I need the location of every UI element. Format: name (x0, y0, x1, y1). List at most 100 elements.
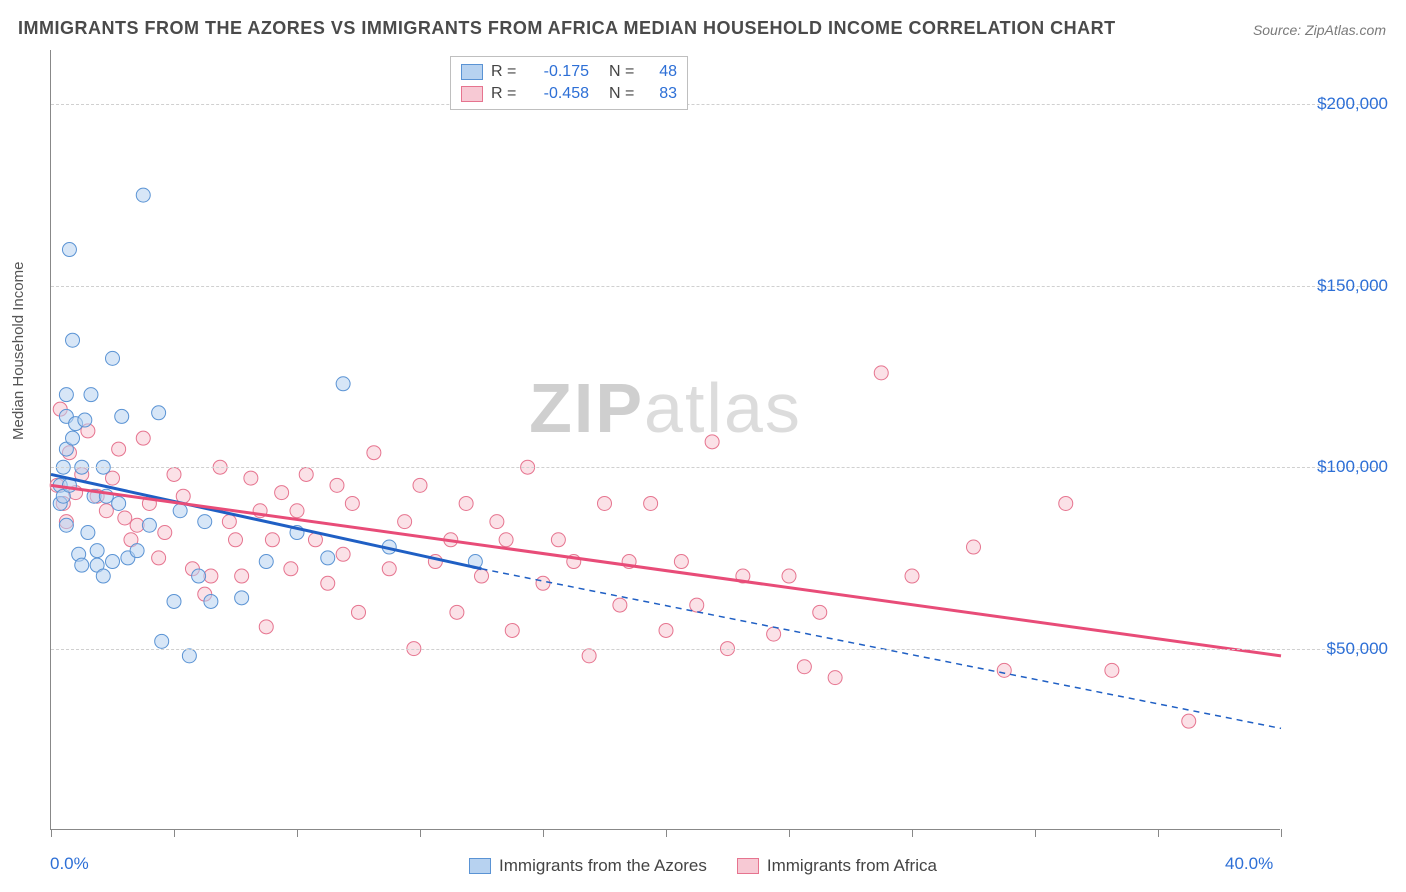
data-point (142, 518, 156, 532)
data-point (644, 496, 658, 510)
x-tick (1035, 829, 1036, 837)
chart-title: IMMIGRANTS FROM THE AZORES VS IMMIGRANTS… (18, 18, 1116, 39)
data-point (81, 526, 95, 540)
n-value: 83 (647, 85, 677, 103)
x-tick (666, 829, 667, 837)
data-point (78, 413, 92, 427)
legend-label: Immigrants from Africa (767, 856, 937, 876)
data-point (155, 634, 169, 648)
data-point (152, 551, 166, 565)
correlation-legend: R =-0.175N =48R =-0.458N =83 (450, 56, 688, 110)
data-point (352, 605, 366, 619)
data-point (813, 605, 827, 619)
data-point (136, 188, 150, 202)
x-tick (1158, 829, 1159, 837)
x-tick (174, 829, 175, 837)
data-point (284, 562, 298, 576)
data-point (674, 555, 688, 569)
r-label: R = (491, 85, 521, 103)
y-tick-label: $200,000 (1317, 94, 1388, 114)
data-point (96, 569, 110, 583)
data-point (367, 446, 381, 460)
legend-swatch (469, 858, 491, 874)
data-point (690, 598, 704, 612)
data-point (997, 663, 1011, 677)
data-point (797, 660, 811, 674)
data-point (136, 431, 150, 445)
r-value: -0.458 (529, 85, 589, 103)
data-point (450, 605, 464, 619)
x-tick-label: 40.0% (1225, 854, 1273, 874)
legend-stat-row: R =-0.175N =48 (461, 61, 677, 83)
x-tick (51, 829, 52, 837)
data-point (84, 388, 98, 402)
legend-stat-row: R = -0.458 N = 83 (461, 83, 677, 105)
data-point (158, 526, 172, 540)
source-attribution: Source: ZipAtlas.com (1253, 22, 1386, 38)
legend-item: Immigrants from Africa (737, 856, 937, 876)
data-point (259, 555, 273, 569)
data-point (505, 623, 519, 637)
data-point (99, 504, 113, 518)
data-point (192, 569, 206, 583)
correlation-chart: IMMIGRANTS FROM THE AZORES VS IMMIGRANTS… (0, 0, 1406, 892)
data-point (490, 515, 504, 529)
data-point (59, 518, 73, 532)
data-point (459, 496, 473, 510)
data-point (265, 533, 279, 547)
data-point (536, 576, 550, 590)
y-tick-label: $100,000 (1317, 457, 1388, 477)
n-label: N = (609, 85, 639, 103)
legend-item: Immigrants from the Azores (469, 856, 707, 876)
x-tick (789, 829, 790, 837)
gridline (51, 649, 1380, 650)
data-point (1059, 496, 1073, 510)
data-point (874, 366, 888, 380)
data-point (321, 576, 335, 590)
data-point (130, 544, 144, 558)
data-point (222, 515, 236, 529)
data-point (235, 569, 249, 583)
data-point (204, 594, 218, 608)
data-point (106, 555, 120, 569)
legend-swatch (461, 86, 483, 102)
n-value: 48 (647, 63, 677, 81)
data-point (167, 467, 181, 481)
data-point (112, 442, 126, 456)
data-point (275, 486, 289, 500)
data-point (905, 569, 919, 583)
data-point (582, 649, 596, 663)
data-point (115, 409, 129, 423)
data-point (229, 533, 243, 547)
legend-swatch (737, 858, 759, 874)
data-point (66, 333, 80, 347)
data-point (62, 243, 76, 257)
data-point (382, 562, 396, 576)
data-point (290, 504, 304, 518)
data-point (75, 558, 89, 572)
data-point (235, 591, 249, 605)
x-tick (420, 829, 421, 837)
data-point (613, 598, 627, 612)
plot-area: ZIPatlas (50, 50, 1280, 830)
data-point (66, 431, 80, 445)
data-point (659, 623, 673, 637)
legend-label: Immigrants from the Azores (499, 856, 707, 876)
scatter-svg (51, 50, 1280, 829)
data-point (167, 594, 181, 608)
r-label: R = (491, 63, 521, 81)
data-point (198, 515, 212, 529)
data-point (967, 540, 981, 554)
data-point (336, 547, 350, 561)
gridline (51, 467, 1380, 468)
data-point (767, 627, 781, 641)
data-point (182, 649, 196, 663)
data-point (336, 377, 350, 391)
legend-swatch (461, 64, 483, 80)
data-point (398, 515, 412, 529)
data-point (152, 406, 166, 420)
y-tick-label: $50,000 (1327, 639, 1388, 659)
data-point (173, 504, 187, 518)
gridline (51, 104, 1380, 105)
data-point (118, 511, 132, 525)
